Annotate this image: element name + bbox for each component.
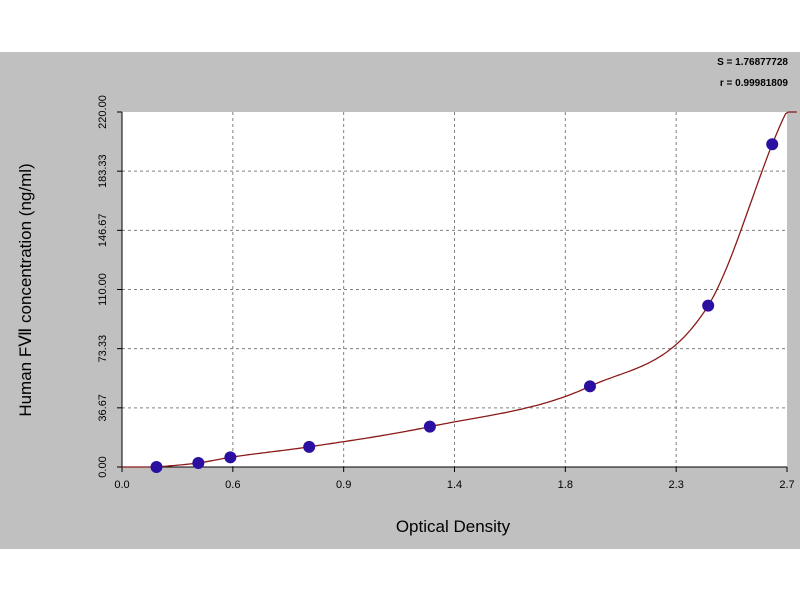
x-tick-label: 2.7	[779, 479, 794, 491]
x-tick-label: 2.3	[669, 479, 684, 491]
data-point	[423, 420, 436, 433]
y-tick-label: 146.67	[97, 214, 109, 248]
chart-svg: S = 1.76877728 r = 0.99981809 0.00 36.67 7…	[16, 57, 797, 536]
data-point	[303, 440, 316, 453]
y-tick-label: 110.00	[97, 273, 109, 306]
data-point	[583, 380, 596, 393]
x-tick-labels: 0.0 0.6 0.9 1.4 1.8 2.3 2.7	[114, 467, 795, 491]
data-point	[702, 299, 715, 312]
x-tick-label: 1.8	[558, 479, 573, 491]
y-tick-label: 36.67	[97, 394, 109, 422]
y-tick-label: 73.33	[97, 335, 109, 363]
data-point	[150, 461, 163, 473]
x-tick-label: 1.4	[447, 479, 462, 491]
data-point	[192, 456, 205, 469]
x-tick-label: 0.0	[114, 479, 129, 491]
data-point	[766, 138, 779, 151]
y-tick-label: 183.33	[97, 154, 109, 188]
x-axis-title: Optical Density	[396, 517, 511, 536]
y-axis-title: Human FⅦ concentration (ng/ml)	[16, 163, 35, 416]
fit-statistics: S = 1.76877728 r = 0.99981809	[717, 57, 788, 89]
data-point	[224, 451, 237, 464]
chart-figure: S = 1.76877728 r = 0.99981809 0.00 36.67 7…	[0, 52, 800, 549]
y-tick-labels: 0.00 36.67 73.33 110.00 146.67 183.33 220.00	[97, 95, 122, 478]
x-tick-label: 0.6	[225, 479, 240, 491]
grid-lines	[122, 112, 787, 467]
x-tick-label: 0.9	[336, 479, 351, 491]
data-points	[150, 138, 779, 473]
y-tick-label: 220.00	[97, 95, 109, 129]
fit-s-label: S = 1.76877728	[717, 57, 788, 68]
fit-r-label: r = 0.99981809	[720, 78, 789, 89]
y-tick-label: 0.00	[97, 456, 109, 477]
